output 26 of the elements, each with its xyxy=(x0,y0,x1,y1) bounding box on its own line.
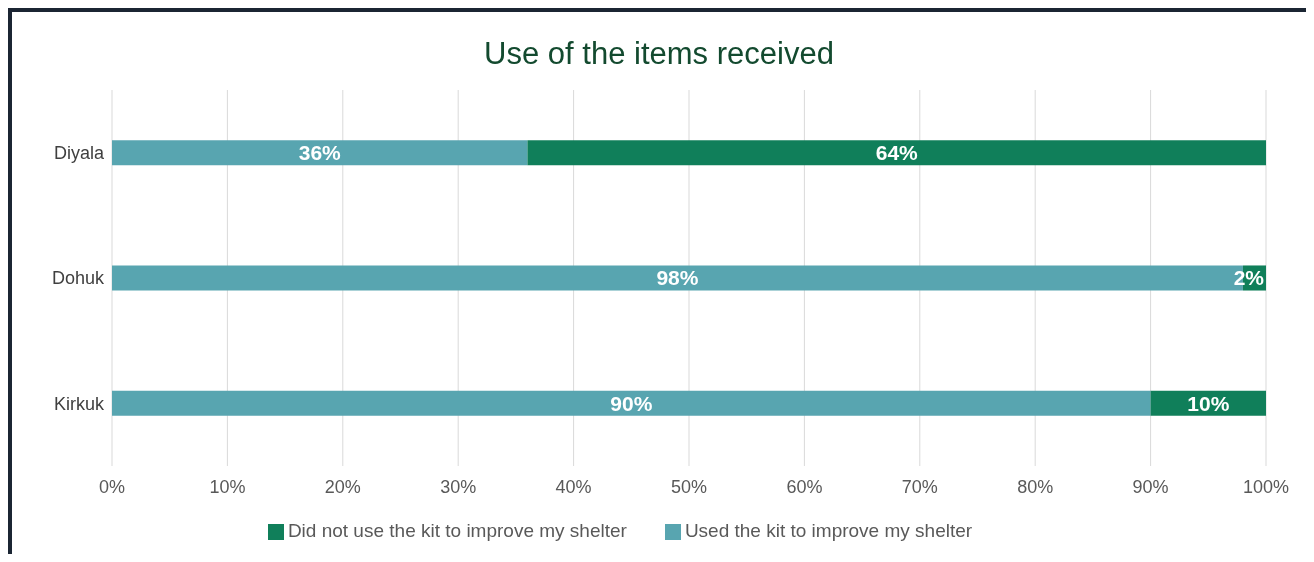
data-label: 64% xyxy=(875,141,919,165)
x-tick-label: 100% xyxy=(1242,476,1290,497)
legend-label: Did not use the kit to improve my shelter xyxy=(287,520,627,541)
x-tick-label: 40% xyxy=(555,476,592,497)
x-tick-label: 10% xyxy=(209,476,246,497)
data-label: 90% xyxy=(610,391,653,415)
x-tick-label: 80% xyxy=(1017,476,1054,497)
data-label: 2% xyxy=(1233,266,1265,290)
x-tick-label: 60% xyxy=(786,476,823,497)
x-tick-label: 90% xyxy=(1132,476,1169,497)
chart-title: Use of the items received xyxy=(483,35,835,73)
bar xyxy=(112,390,1151,416)
x-tick-label: 30% xyxy=(440,476,477,497)
y-tick-label: Diyala xyxy=(53,143,105,164)
x-tick-label: 20% xyxy=(324,476,361,497)
y-tick-label: Dohuk xyxy=(51,268,105,289)
bar xyxy=(527,140,1266,166)
x-tick-label: 0% xyxy=(98,476,126,497)
data-label: 98% xyxy=(656,266,699,290)
legend-label: Used the kit to improve my shelter xyxy=(684,520,973,541)
x-tick-label: 70% xyxy=(901,476,938,497)
x-tick-label: 50% xyxy=(670,476,708,497)
bar xyxy=(112,140,528,166)
y-tick-label: Kirkuk xyxy=(53,393,105,414)
data-label: 36% xyxy=(298,141,342,165)
data-label: 10% xyxy=(1187,391,1230,415)
